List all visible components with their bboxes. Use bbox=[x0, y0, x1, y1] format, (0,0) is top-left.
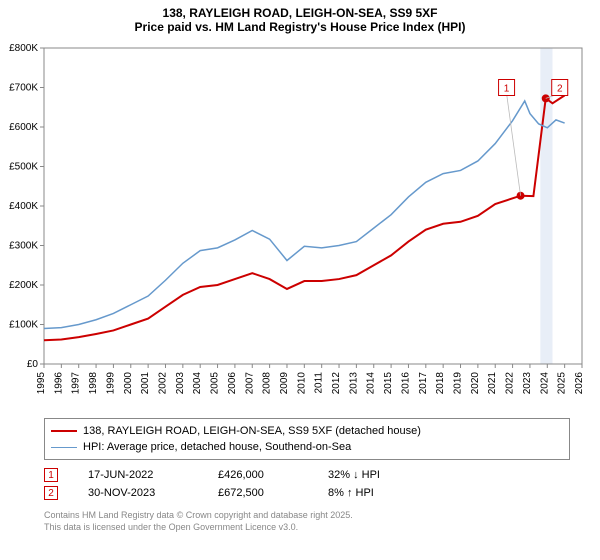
line-chart: £0 £100K £200K £300K £400K £500K £600K £700K £80… bbox=[0, 38, 600, 414]
svg-text:2013: 2013 bbox=[348, 372, 359, 395]
svg-text:£600K: £600K bbox=[9, 122, 38, 133]
marker-index-box: 2 bbox=[44, 486, 58, 500]
svg-text:2003: 2003 bbox=[175, 372, 186, 395]
svg-text:2026: 2026 bbox=[574, 372, 585, 395]
svg-text:2017: 2017 bbox=[418, 372, 429, 395]
svg-text:2002: 2002 bbox=[157, 372, 168, 395]
marker-date: 17-JUN-2022 bbox=[88, 469, 188, 481]
svg-text:2000: 2000 bbox=[123, 372, 134, 395]
svg-text:£400K: £400K bbox=[9, 201, 38, 212]
marker-price: £426,000 bbox=[218, 469, 298, 481]
svg-text:2014: 2014 bbox=[366, 372, 377, 395]
svg-text:2: 2 bbox=[557, 84, 563, 95]
legend-label: 138, RAYLEIGH ROAD, LEIGH-ON-SEA, SS9 5X… bbox=[83, 425, 421, 437]
chart-subtitle: Price paid vs. HM Land Registry's House … bbox=[0, 20, 600, 38]
marker-price: £672,500 bbox=[218, 487, 298, 499]
marker-table: 1 17-JUN-2022 £426,000 32% ↓ HPI 2 30-NOV-202… bbox=[44, 466, 570, 502]
svg-text:2015: 2015 bbox=[383, 372, 394, 395]
svg-text:£500K: £500K bbox=[9, 162, 38, 173]
svg-text:1998: 1998 bbox=[88, 372, 99, 395]
svg-text:2019: 2019 bbox=[453, 372, 464, 395]
footer-attribution: Contains HM Land Registry data © Crown c… bbox=[44, 510, 570, 533]
legend-swatch bbox=[51, 430, 77, 432]
svg-text:£200K: £200K bbox=[9, 280, 38, 291]
marker-date: 30-NOV-2023 bbox=[88, 487, 188, 499]
legend-box: 138, RAYLEIGH ROAD, LEIGH-ON-SEA, SS9 5X… bbox=[44, 418, 570, 460]
legend-row: HPI: Average price, detached house, Sout… bbox=[51, 439, 563, 455]
svg-text:2023: 2023 bbox=[522, 372, 533, 395]
svg-text:1: 1 bbox=[504, 84, 510, 95]
svg-text:2010: 2010 bbox=[296, 372, 307, 395]
svg-text:2020: 2020 bbox=[470, 372, 481, 395]
svg-text:2016: 2016 bbox=[400, 372, 411, 395]
svg-text:2021: 2021 bbox=[487, 372, 498, 395]
svg-text:2001: 2001 bbox=[140, 372, 151, 395]
svg-text:2005: 2005 bbox=[210, 372, 221, 395]
svg-text:1999: 1999 bbox=[105, 372, 116, 395]
svg-text:1995: 1995 bbox=[36, 372, 47, 395]
svg-text:2007: 2007 bbox=[244, 372, 255, 395]
svg-text:2004: 2004 bbox=[192, 372, 203, 395]
svg-text:2006: 2006 bbox=[227, 372, 238, 395]
svg-text:2018: 2018 bbox=[435, 372, 446, 395]
svg-text:1996: 1996 bbox=[53, 372, 64, 395]
svg-text:£300K: £300K bbox=[9, 241, 38, 252]
marker-row: 1 17-JUN-2022 £426,000 32% ↓ HPI bbox=[44, 466, 570, 484]
marker-row: 2 30-NOV-2023 £672,500 8% ↑ HPI bbox=[44, 484, 570, 502]
marker-change: 32% ↓ HPI bbox=[328, 469, 448, 481]
legend-swatch bbox=[51, 447, 77, 448]
legend-label: HPI: Average price, detached house, Sout… bbox=[83, 441, 351, 453]
svg-text:£0: £0 bbox=[27, 359, 39, 370]
svg-text:2024: 2024 bbox=[539, 372, 550, 395]
svg-text:2009: 2009 bbox=[279, 372, 290, 395]
marker-change: 8% ↑ HPI bbox=[328, 487, 448, 499]
svg-text:2025: 2025 bbox=[557, 372, 568, 395]
footer-line: This data is licensed under the Open Gov… bbox=[44, 522, 570, 534]
svg-text:£700K: £700K bbox=[9, 83, 38, 94]
svg-text:2022: 2022 bbox=[505, 372, 516, 395]
svg-text:1997: 1997 bbox=[71, 372, 82, 395]
svg-text:2011: 2011 bbox=[314, 372, 325, 394]
svg-text:£800K: £800K bbox=[9, 43, 38, 54]
marker-index-box: 1 bbox=[44, 468, 58, 482]
chart-title: 138, RAYLEIGH ROAD, LEIGH-ON-SEA, SS9 5X… bbox=[0, 0, 600, 20]
svg-text:£100K: £100K bbox=[9, 320, 38, 331]
chart-area: £0 £100K £200K £300K £400K £500K £600K £700K £80… bbox=[0, 38, 600, 414]
svg-text:2012: 2012 bbox=[331, 372, 342, 395]
legend-row: 138, RAYLEIGH ROAD, LEIGH-ON-SEA, SS9 5X… bbox=[51, 423, 563, 439]
svg-text:2008: 2008 bbox=[262, 372, 273, 395]
footer-line: Contains HM Land Registry data © Crown c… bbox=[44, 510, 570, 522]
